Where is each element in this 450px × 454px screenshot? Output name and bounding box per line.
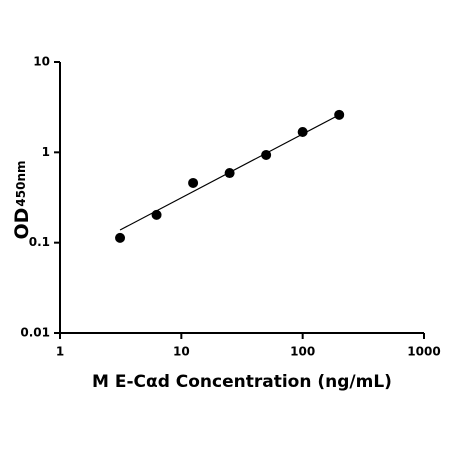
data-point	[261, 149, 272, 160]
x-tick-label: 10	[173, 345, 190, 359]
data-point	[115, 232, 126, 243]
y-axis-label: OD 450nm	[11, 160, 33, 239]
x-tick-label: 1	[56, 345, 64, 359]
x-axis-label: M E-Cαd Concentration (ng/mL)	[92, 372, 392, 392]
y-tick-label: 10	[33, 55, 50, 69]
y-label-sub: 450nm	[14, 160, 28, 206]
x-tick-label: 100	[290, 345, 315, 359]
y-label-main: OD	[11, 208, 33, 240]
y-tick-label: 0.01	[20, 326, 50, 340]
y-tick-label: 1	[42, 145, 50, 159]
y-tick-label: 0.1	[29, 235, 50, 249]
data-point	[224, 168, 235, 179]
data-point	[151, 209, 162, 220]
x-tick-label: 1000	[407, 345, 440, 359]
data-point	[297, 126, 308, 137]
data-point	[188, 177, 199, 188]
data-point	[334, 109, 345, 120]
